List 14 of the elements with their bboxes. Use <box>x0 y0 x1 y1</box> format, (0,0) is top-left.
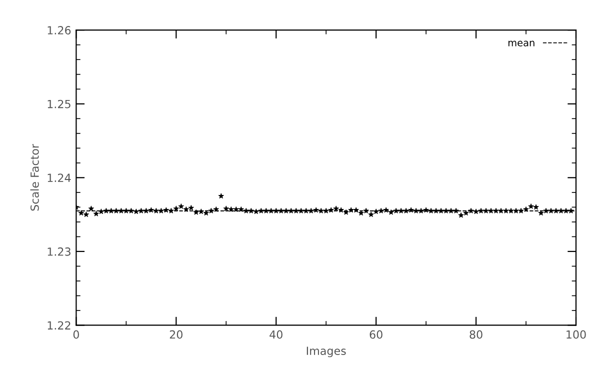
x-tick-label: 60 <box>370 330 382 339</box>
y-tick-label: 1.22 <box>48 321 70 330</box>
y-axis-title: Scale Factor <box>30 144 39 211</box>
y-tick-label: 1.26 <box>48 26 71 34</box>
y-tick-label: 1.23 <box>48 247 70 256</box>
x-tick-label: 0 <box>73 330 79 339</box>
y-tick-label: 1.25 <box>48 100 70 108</box>
legend-label: mean <box>508 40 534 46</box>
x-tick-label: 20 <box>170 330 182 339</box>
x-axis-title: Images <box>306 346 346 358</box>
x-tick-label: 40 <box>270 330 282 339</box>
x-tick-label: 100 <box>566 330 586 339</box>
x-tick-label: 80 <box>470 330 482 339</box>
y-tick-label: 1.24 <box>48 174 71 182</box>
